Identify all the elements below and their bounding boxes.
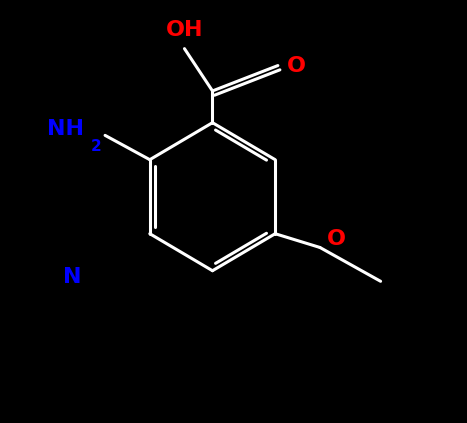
Text: N: N — [63, 267, 82, 287]
Text: O: O — [327, 229, 346, 249]
Text: O: O — [287, 55, 306, 76]
Text: NH: NH — [47, 119, 84, 139]
Text: OH: OH — [166, 20, 203, 40]
Text: 2: 2 — [91, 139, 102, 154]
